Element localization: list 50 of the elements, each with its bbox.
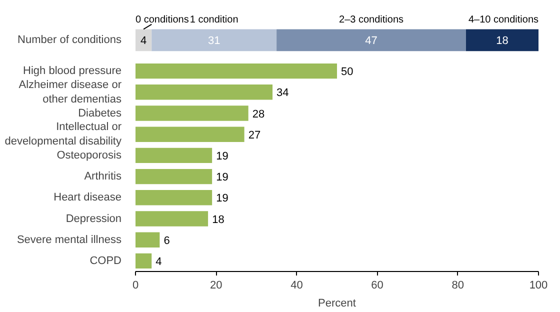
data-label: 4 (156, 256, 162, 268)
bar (152, 29, 277, 52)
data-label: 18 (496, 35, 508, 48)
x-tick-label: 60 (371, 280, 384, 292)
bar (136, 211, 208, 226)
data-label: 19 (216, 172, 228, 184)
x-tick-label: 100 (529, 280, 548, 292)
y-tick-label: Arthritis (84, 170, 122, 183)
y-tick-label: Severe mental illness (16, 234, 122, 246)
series-label: 2–3 conditions (339, 14, 404, 26)
x-tick-label: 40 (290, 280, 303, 292)
bar (136, 106, 248, 121)
bar (466, 29, 538, 52)
y-tick-label: Heart disease (54, 192, 122, 204)
series-label: 4–10 conditions (468, 14, 539, 26)
y-tick-label: COPD (90, 254, 122, 267)
x-tick-label: 0 (132, 280, 139, 292)
data-label: 19 (216, 192, 228, 205)
data-label: 31 (208, 35, 220, 48)
data-label: 6 (164, 234, 170, 247)
data-label: 47 (365, 35, 378, 48)
x-tick-label: 80 (452, 280, 464, 292)
bar (136, 253, 152, 269)
data-label: 4 (140, 35, 147, 48)
data-label: 50 (341, 66, 354, 78)
y-tick-label: Intellectual or developmental disability (4, 121, 122, 148)
bar (136, 29, 152, 52)
bar (276, 29, 466, 52)
series-label: 1 condition (190, 14, 238, 26)
data-label: 19 (216, 150, 228, 162)
bar (136, 63, 337, 79)
x-axis-title: Percent (318, 298, 356, 310)
data-label: 18 (212, 214, 224, 226)
series-label: 0 conditions (136, 14, 189, 26)
y-tick-label: Number of conditions (18, 34, 122, 46)
y-tick-label: Diabetes (78, 107, 122, 120)
data-label: 28 (252, 108, 265, 120)
y-tick-label: Osteoporosis (56, 149, 122, 162)
bar (136, 148, 212, 164)
data-label: 34 (276, 87, 289, 100)
bar (136, 84, 273, 100)
y-tick-label: Alzheimer disease or other dementias (18, 78, 122, 106)
y-tick-label: High blood pressure (23, 65, 122, 78)
bar (136, 168, 212, 184)
data-label: 27 (248, 129, 261, 142)
bar (136, 126, 244, 142)
x-tick-label: 20 (210, 280, 222, 292)
bar (136, 190, 212, 206)
bar (136, 232, 160, 248)
y-tick-label: Depression (66, 212, 122, 225)
